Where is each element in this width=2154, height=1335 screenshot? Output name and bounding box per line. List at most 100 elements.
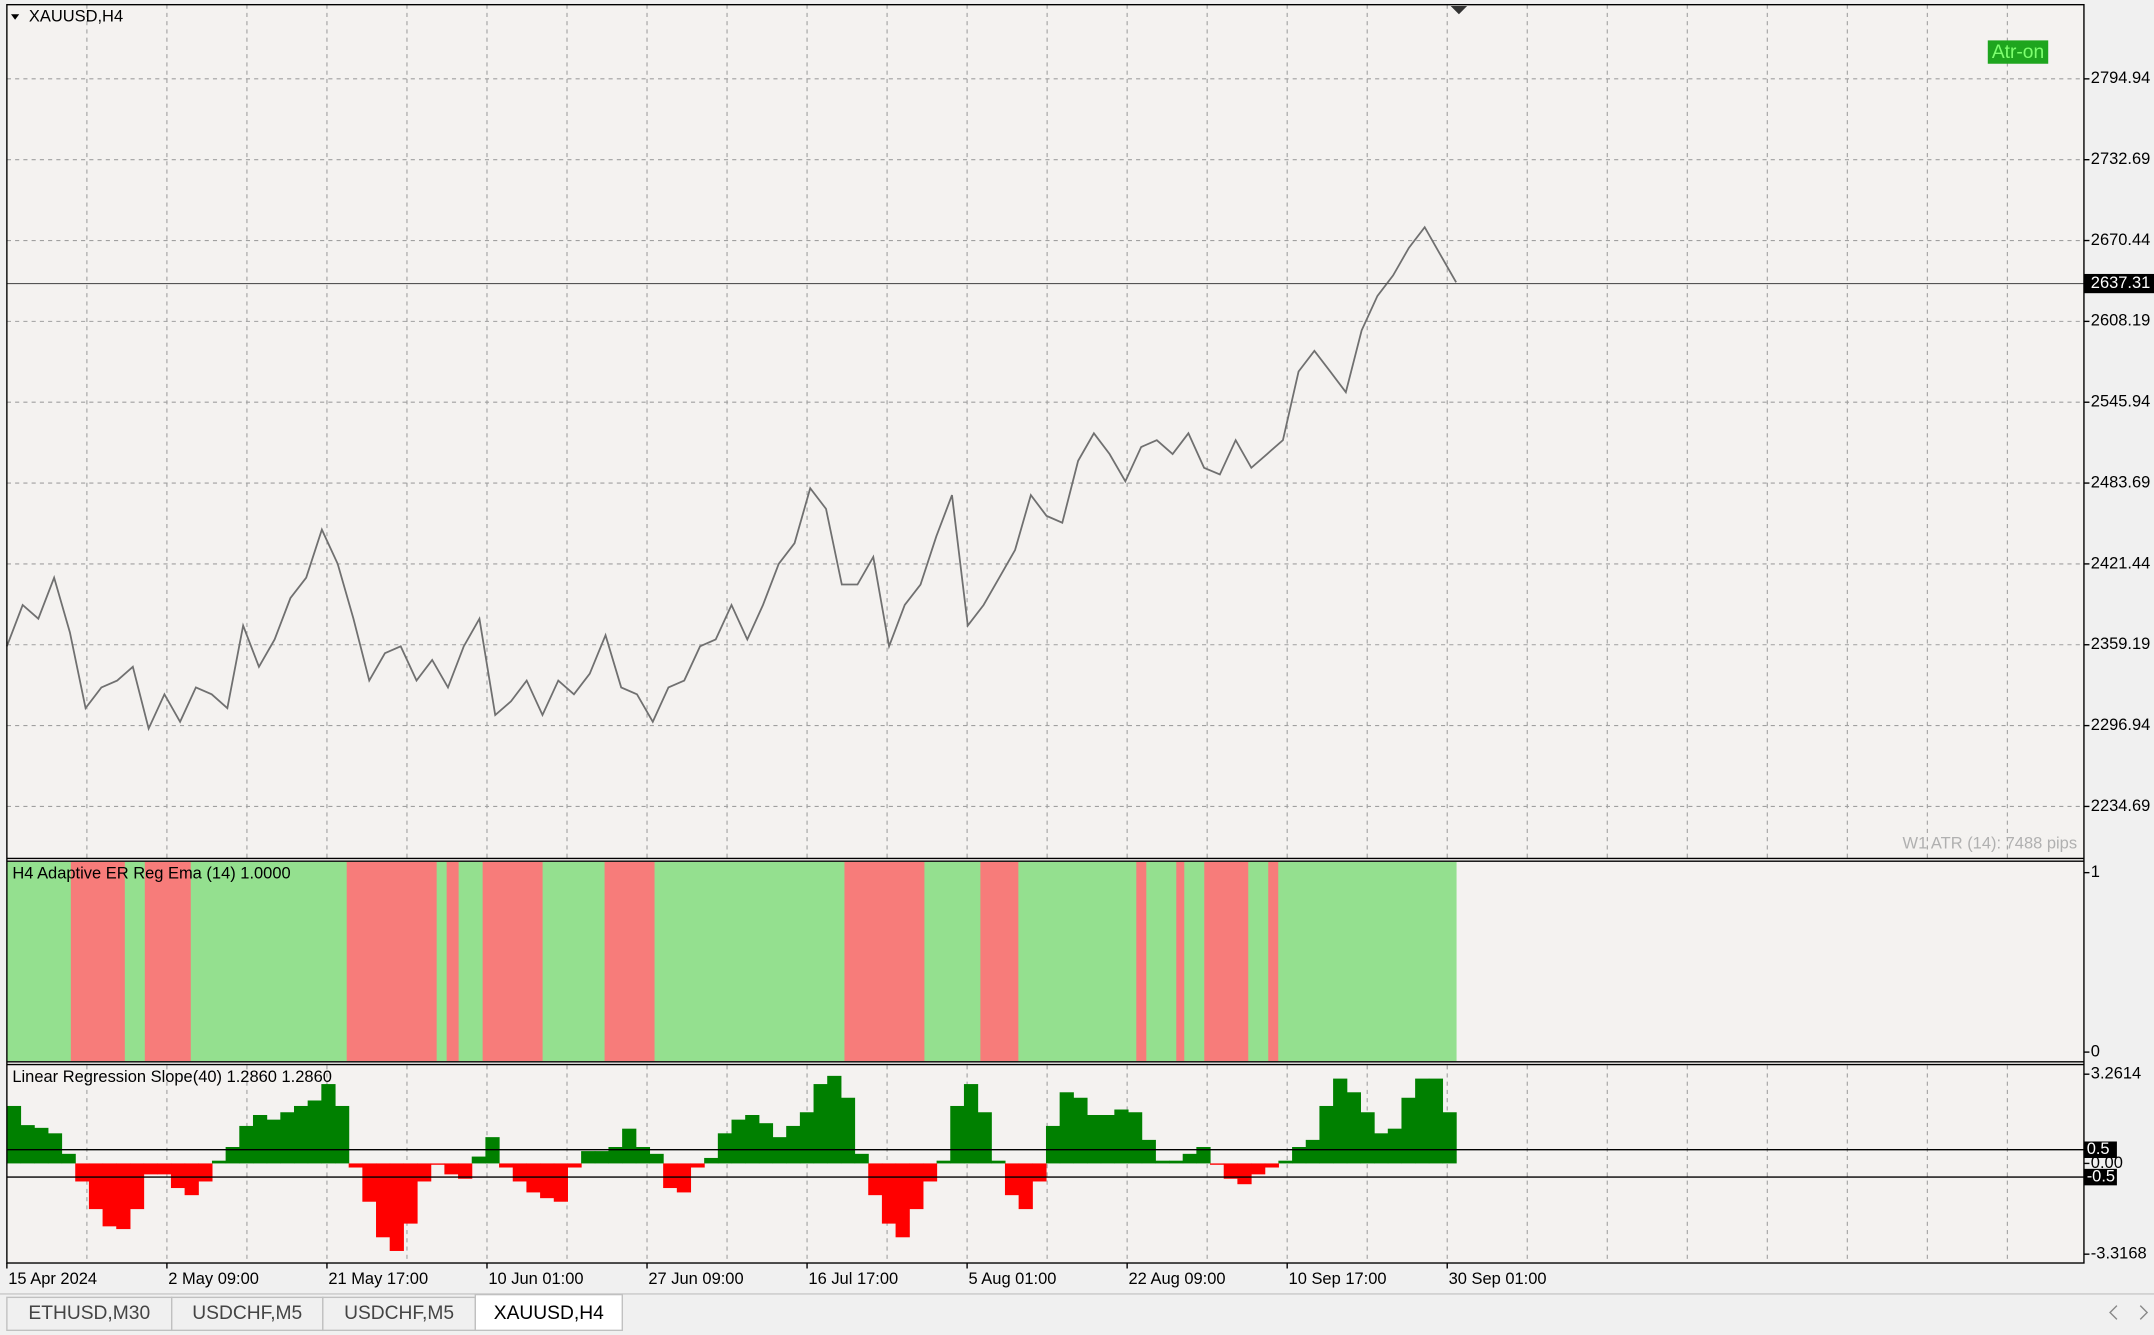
slope-bar (622, 1128, 637, 1164)
signal-band (70, 861, 126, 1062)
slope-bar (512, 1163, 527, 1182)
slope-bar (895, 1163, 910, 1238)
menu-triangle[interactable] (10, 14, 20, 20)
signal-band (124, 861, 146, 1062)
tab-label[interactable]: ETHUSD,M30 (28, 1303, 150, 1324)
signal-band (604, 861, 655, 1062)
tab[interactable]: XAUUSD,H4 (474, 1293, 623, 1332)
atr-button[interactable] (1987, 40, 2049, 64)
tab-background[interactable] (171, 1296, 324, 1332)
signal-band (654, 861, 845, 1062)
tab[interactable]: ETHUSD,M30 (6, 1296, 173, 1332)
atr-button-label[interactable]: Atr-on (1992, 42, 2044, 63)
slope-bar (1360, 1112, 1375, 1164)
tab-label[interactable]: XAUUSD,H4 (494, 1303, 604, 1324)
slope-bar (170, 1163, 186, 1189)
chart-border (6, 3, 2085, 1264)
level-label: -0.5 (2087, 1167, 2115, 1185)
signal-band (980, 861, 1019, 1062)
slope-bar (1237, 1163, 1252, 1185)
slope-bar (403, 1163, 418, 1224)
slope-bar (430, 1163, 445, 1165)
slope-bar (1059, 1092, 1074, 1164)
slope-bar (225, 1147, 240, 1164)
price-tick-label: 2608.19 (2091, 312, 2151, 330)
pane-label: Linear Regression Slope(40) 1.2860 1.286… (12, 1068, 332, 1086)
signal-band (1184, 861, 1205, 1062)
tab-background[interactable] (322, 1296, 476, 1332)
slope-bar (307, 1100, 322, 1164)
price-line (6, 225, 1457, 732)
slope-bar (6, 1105, 22, 1164)
tab-background[interactable] (6, 1296, 173, 1332)
price-tick-label: 2421.44 (2091, 554, 2151, 572)
atr-info: W1 ATR (14): 7488 pips (1903, 834, 2078, 852)
slope-bar (88, 1163, 104, 1210)
slope-bar (1319, 1105, 1334, 1164)
signal-band (190, 861, 348, 1062)
tab-background[interactable] (474, 1293, 623, 1332)
signal-band (1204, 861, 1249, 1062)
slope-bar (1401, 1097, 1416, 1164)
slope-bar (1045, 1125, 1061, 1164)
slope-bar (1210, 1163, 1225, 1165)
slope-bar (376, 1163, 391, 1238)
signal-band (844, 861, 925, 1062)
price-tick-label: 2234.69 (2091, 797, 2151, 815)
slope-bar (922, 1163, 938, 1182)
slope-bar (977, 1112, 992, 1164)
signal-band (446, 861, 460, 1062)
slope-bar (293, 1105, 309, 1164)
slope-bar (471, 1156, 486, 1164)
vertical-grid (86, 4, 2008, 1264)
slope-bar (1333, 1078, 1348, 1164)
price-tick-label: 2296.94 (2091, 716, 2151, 734)
slope-bar (1251, 1163, 1266, 1175)
slope-bar (1442, 1112, 1457, 1164)
slope-bar (936, 1160, 951, 1164)
slope-bar (1155, 1160, 1170, 1164)
slope-bar (676, 1163, 692, 1193)
slope-bar (649, 1153, 664, 1164)
slope-bar (1004, 1163, 1020, 1196)
slope-bar (34, 1127, 49, 1164)
slope-bar (1018, 1163, 1033, 1210)
slope-bar (827, 1075, 842, 1164)
price-tick-label: 2359.19 (2091, 635, 2151, 653)
time-label: 30 Sep 01:00 (1449, 1270, 1547, 1288)
slope-bar (129, 1163, 145, 1210)
slope-bar (75, 1163, 90, 1182)
signal-band (6, 861, 72, 1062)
tab-label[interactable]: USDCHF,M5 (192, 1303, 302, 1324)
slope-bar (745, 1114, 760, 1164)
slope-bar (881, 1163, 897, 1224)
slope-bar (362, 1163, 377, 1202)
slope-bar (991, 1160, 1006, 1164)
tab-label[interactable]: USDCHF,M5 (344, 1303, 454, 1324)
pane-label: H4 Adaptive ER Reg Ema (14) 1.0000 (12, 865, 290, 883)
slope-bar (184, 1163, 199, 1196)
slope-bar (389, 1163, 404, 1251)
slope-bar (1032, 1163, 1047, 1182)
slope-bar (963, 1084, 979, 1164)
slope-bar (608, 1147, 623, 1164)
tab[interactable]: USDCHF,M5 (171, 1296, 324, 1332)
signal-tick-label: 0 (2091, 1042, 2100, 1060)
slope-bar (1264, 1163, 1279, 1168)
slope-bar (198, 1163, 213, 1182)
slope-bar (20, 1125, 35, 1164)
slope-bar (1346, 1092, 1361, 1164)
slope-bar (704, 1157, 719, 1164)
slope-bar (540, 1163, 555, 1199)
scroll-right[interactable] (2139, 1305, 2149, 1320)
scroll-left[interactable] (2109, 1305, 2118, 1320)
slope-bar (1182, 1153, 1197, 1164)
slope-bar (157, 1163, 172, 1175)
slope-tick-label: -3.3168 (2091, 1245, 2147, 1263)
slope-bar (731, 1119, 746, 1164)
tab[interactable]: USDCHF,M5 (322, 1296, 476, 1332)
slope-bar (1073, 1097, 1088, 1164)
slope-bar (1223, 1163, 1238, 1179)
price-tick-label: 2670.44 (2091, 231, 2151, 249)
